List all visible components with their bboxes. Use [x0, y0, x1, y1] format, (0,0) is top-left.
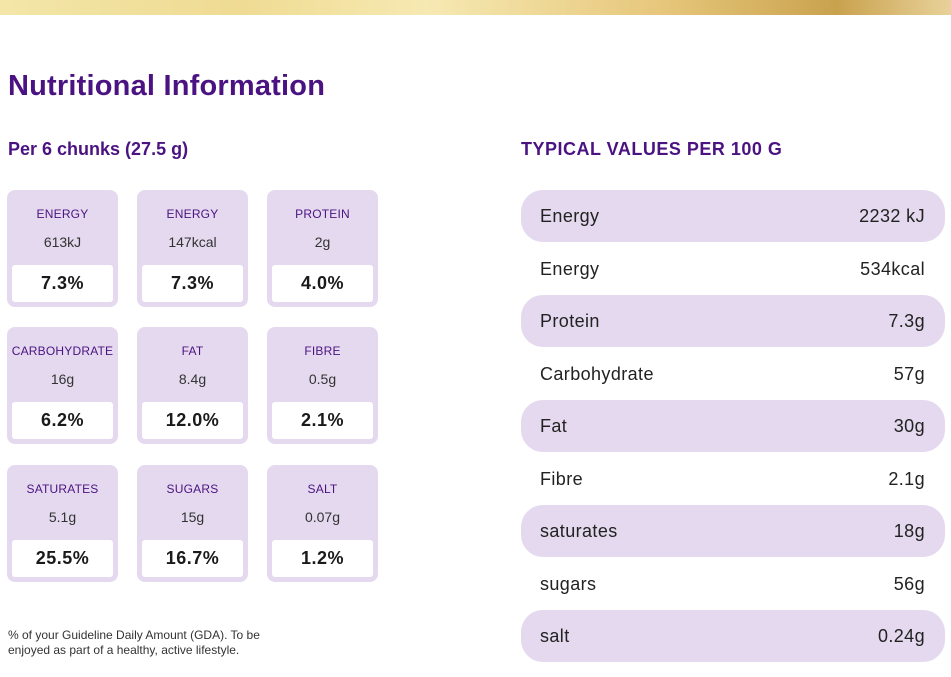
gda-tile-fat: FAT 8.4g 12.0%: [137, 327, 248, 444]
gda-tile-energy-kj: ENERGY 613kJ 7.3%: [7, 190, 118, 307]
gda-tile-fibre: FIBRE 0.5g 2.1%: [267, 327, 378, 444]
gda-tile-carbohydrate: CARBOHYDRATE 16g 6.2%: [7, 327, 118, 444]
typical-row-value: 2.1g: [888, 469, 925, 489]
typical-row-sugars: sugars 56g: [521, 558, 945, 610]
page-title: Nutritional Information: [8, 70, 326, 102]
tile-gda-percent: 16.7%: [142, 540, 243, 577]
typical-row-name: Energy: [540, 259, 600, 279]
typical-row-salt: salt 0.24g: [521, 610, 945, 662]
tile-gda-percent: 25.5%: [12, 540, 113, 577]
typical-row-protein: Protein 7.3g: [521, 295, 945, 347]
tile-nutrient-name: ENERGY: [36, 207, 89, 221]
typical-row-value: 57g: [893, 364, 925, 384]
gda-tile-protein: PROTEIN 2g 4.0%: [267, 190, 378, 307]
typical-row-value: 2232 kJ: [859, 206, 925, 226]
tile-nutrient-name: FAT: [181, 344, 204, 358]
tile-amount: 0.07g: [304, 509, 341, 525]
tile-gda-percent: 4.0%: [272, 265, 373, 302]
portion-heading: Per 6 chunks (27.5 g): [8, 139, 189, 159]
tile-nutrient-name: SUGARS: [166, 482, 219, 496]
typical-row-name: Protein: [540, 311, 600, 331]
tile-gda-percent: 12.0%: [142, 402, 243, 439]
footnote-line: % of your Guideline Daily Amount (GDA). …: [8, 628, 260, 642]
tile-amount: 8.4g: [178, 371, 207, 387]
typical-row-name: Fibre: [540, 469, 584, 489]
tile-gda-percent: 2.1%: [272, 402, 373, 439]
tile-amount: 2g: [314, 234, 331, 250]
tile-amount: 613kJ: [43, 234, 82, 250]
tile-nutrient-name: CARBOHYDRATE: [11, 344, 114, 358]
tile-amount: 0.5g: [308, 371, 337, 387]
footnote-line: enjoyed as part of a healthy, active lif…: [8, 643, 240, 657]
gda-tile-energy-kcal: ENERGY 147kcal 7.3%: [137, 190, 248, 307]
typical-row-name: salt: [540, 626, 570, 646]
tile-gda-percent: 1.2%: [272, 540, 373, 577]
tile-nutrient-name: SATURATES: [26, 482, 99, 496]
tile-nutrient-name: SALT: [307, 482, 338, 496]
gda-footnote: % of your Guideline Daily Amount (GDA). …: [8, 628, 308, 658]
tile-gda-percent: 6.2%: [12, 402, 113, 439]
tile-nutrient-name: PROTEIN: [295, 207, 350, 221]
typical-values-heading: TYPICAL VALUES PER 100 G: [521, 139, 783, 159]
tile-nutrient-name: FIBRE: [304, 344, 341, 358]
gda-tile-saturates: SATURATES 5.1g 25.5%: [7, 465, 118, 582]
typical-row-fibre: Fibre 2.1g: [521, 453, 945, 505]
typical-row-fat: Fat 30g: [521, 400, 945, 452]
typical-row-name: Fat: [540, 416, 568, 436]
typical-row-value: 30g: [893, 416, 925, 436]
typical-row-value: 56g: [893, 574, 925, 594]
typical-row-value: 0.24g: [877, 626, 925, 646]
typical-row-value: 534kcal: [860, 259, 925, 279]
tile-amount: 16g: [50, 371, 75, 387]
typical-row-saturates: saturates 18g: [521, 505, 945, 557]
tile-amount: 147kcal: [168, 234, 217, 250]
gda-tile-sugars: SUGARS 15g 16.7%: [137, 465, 248, 582]
typical-row-name: saturates: [540, 521, 618, 541]
tile-gda-percent: 7.3%: [142, 265, 243, 302]
tile-nutrient-name: ENERGY: [166, 207, 219, 221]
gold-banner-bar: [0, 0, 951, 15]
typical-row-energy-kcal: Energy 534kcal: [521, 243, 945, 295]
tile-amount: 15g: [180, 509, 205, 525]
typical-row-name: Energy: [540, 206, 600, 226]
typical-row-name: Carbohydrate: [540, 364, 654, 384]
tile-amount: 5.1g: [48, 509, 77, 525]
typical-row-carbohydrate: Carbohydrate 57g: [521, 348, 945, 400]
gda-tile-salt: SALT 0.07g 1.2%: [267, 465, 378, 582]
typical-row-value: 18g: [893, 521, 925, 541]
typical-row-value: 7.3g: [888, 311, 925, 331]
typical-row-name: sugars: [540, 574, 597, 594]
typical-row-energy-kj: Energy 2232 kJ: [521, 190, 945, 242]
tile-gda-percent: 7.3%: [12, 265, 113, 302]
